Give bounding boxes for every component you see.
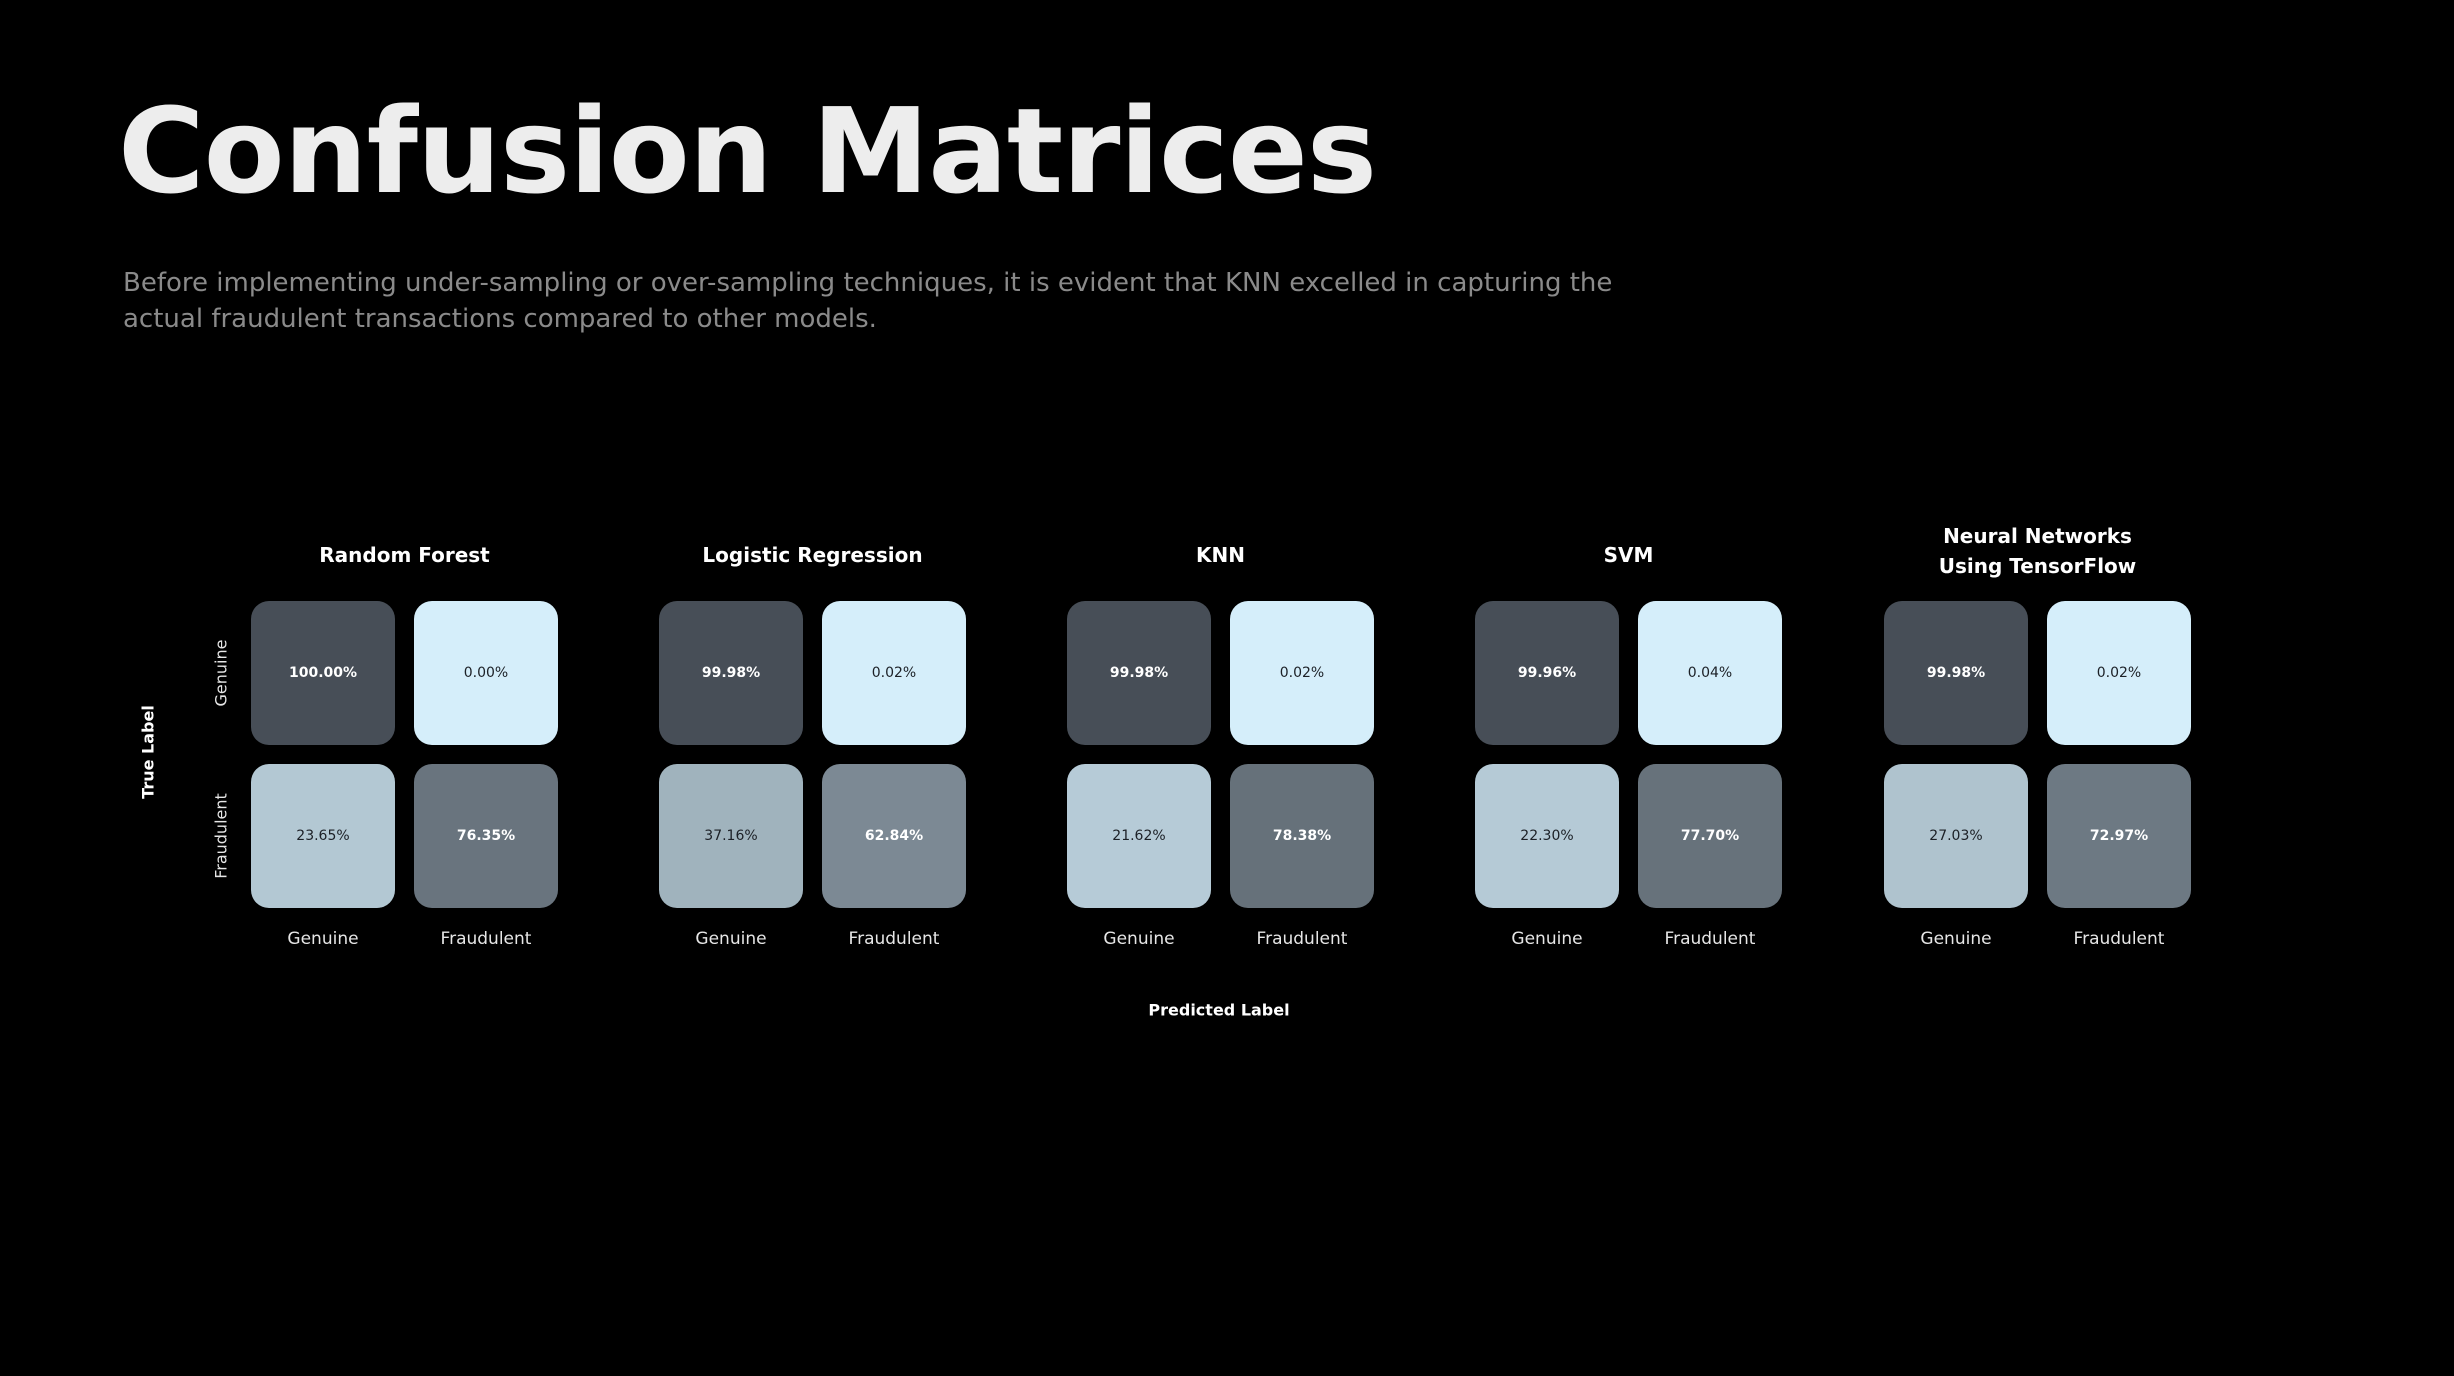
column-label: Fraudulent: [1256, 929, 1348, 949]
matrix-title: SVM: [1603, 543, 1654, 567]
matrix-cell: 0.02%: [822, 601, 966, 745]
slide-title: Confusion Matrices: [118, 82, 1377, 220]
column-label: Fraudulent: [1664, 929, 1756, 949]
matrix-cell: 100.00%: [251, 601, 395, 745]
x-axis-label: Predicted Label: [1148, 1000, 1290, 1020]
confusion-matrix: KNN 99.98% 0.02% 21.62% 78.38% Genuine Fraudul…: [991, 0, 1374, 1376]
row-label: Fraudulent: [211, 793, 231, 879]
confusion-matrix: Logistic Regression 99.98% 0.02% 37.16% 62.8…: [583, 0, 966, 1376]
column-label: Fraudulent: [2073, 929, 2165, 949]
matrix-cell: 99.96%: [1475, 601, 1619, 745]
column-label: Fraudulent: [848, 929, 940, 949]
confusion-matrix: Neural Networks Using TensorFlow 99.98% 0.…: [1808, 0, 2191, 1376]
matrix-cell: 99.98%: [1884, 601, 2028, 745]
matrix-cell: 78.38%: [1230, 764, 1374, 908]
matrix-cell: 0.02%: [1230, 601, 1374, 745]
row-label: Genuine: [211, 639, 231, 707]
matrix-title: Neural Networks Using TensorFlow: [1938, 524, 2137, 578]
slide-subtitle: Before implementing under-sampling or ov…: [123, 268, 1613, 334]
matrix-cell: 23.65%: [251, 764, 395, 908]
matrix-cell: 37.16%: [659, 764, 803, 908]
column-label: Genuine: [695, 929, 767, 949]
matrix-cell: 0.02%: [2047, 601, 2191, 745]
confusion-matrix: Random Forest 100.00% 0.00% 23.65% 76.35% Gen…: [175, 0, 558, 1376]
matrix-title: Logistic Regression: [702, 543, 923, 567]
column-label: Fraudulent: [440, 929, 532, 949]
matrix-title: KNN: [1196, 543, 1245, 567]
matrix-cell: 72.97%: [2047, 764, 2191, 908]
column-label: Genuine: [1103, 929, 1175, 949]
matrix-cell: 21.62%: [1067, 764, 1211, 908]
column-label: Genuine: [287, 929, 359, 949]
matrix-cell: 99.98%: [659, 601, 803, 745]
column-label: Genuine: [1511, 929, 1583, 949]
matrix-cell: 22.30%: [1475, 764, 1619, 908]
confusion-matrix: SVM 99.96% 0.04% 22.30% 77.70% Genuine Fraudul…: [1399, 0, 1782, 1376]
matrix-cell: 27.03%: [1884, 764, 2028, 908]
matrix-cell: 77.70%: [1638, 764, 1782, 908]
matrix-cell: 0.04%: [1638, 601, 1782, 745]
matrix-cell: 76.35%: [414, 764, 558, 908]
matrix-cell: 99.98%: [1067, 601, 1211, 745]
matrix-cell: 62.84%: [822, 764, 966, 908]
column-label: Genuine: [1920, 929, 1992, 949]
matrix-cell: 0.00%: [414, 601, 558, 745]
y-axis-label: True Label: [138, 705, 158, 799]
matrix-title: Random Forest: [319, 543, 490, 567]
